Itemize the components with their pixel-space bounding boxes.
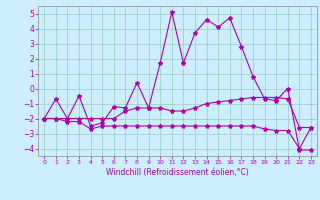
X-axis label: Windchill (Refroidissement éolien,°C): Windchill (Refroidissement éolien,°C) xyxy=(106,168,249,177)
